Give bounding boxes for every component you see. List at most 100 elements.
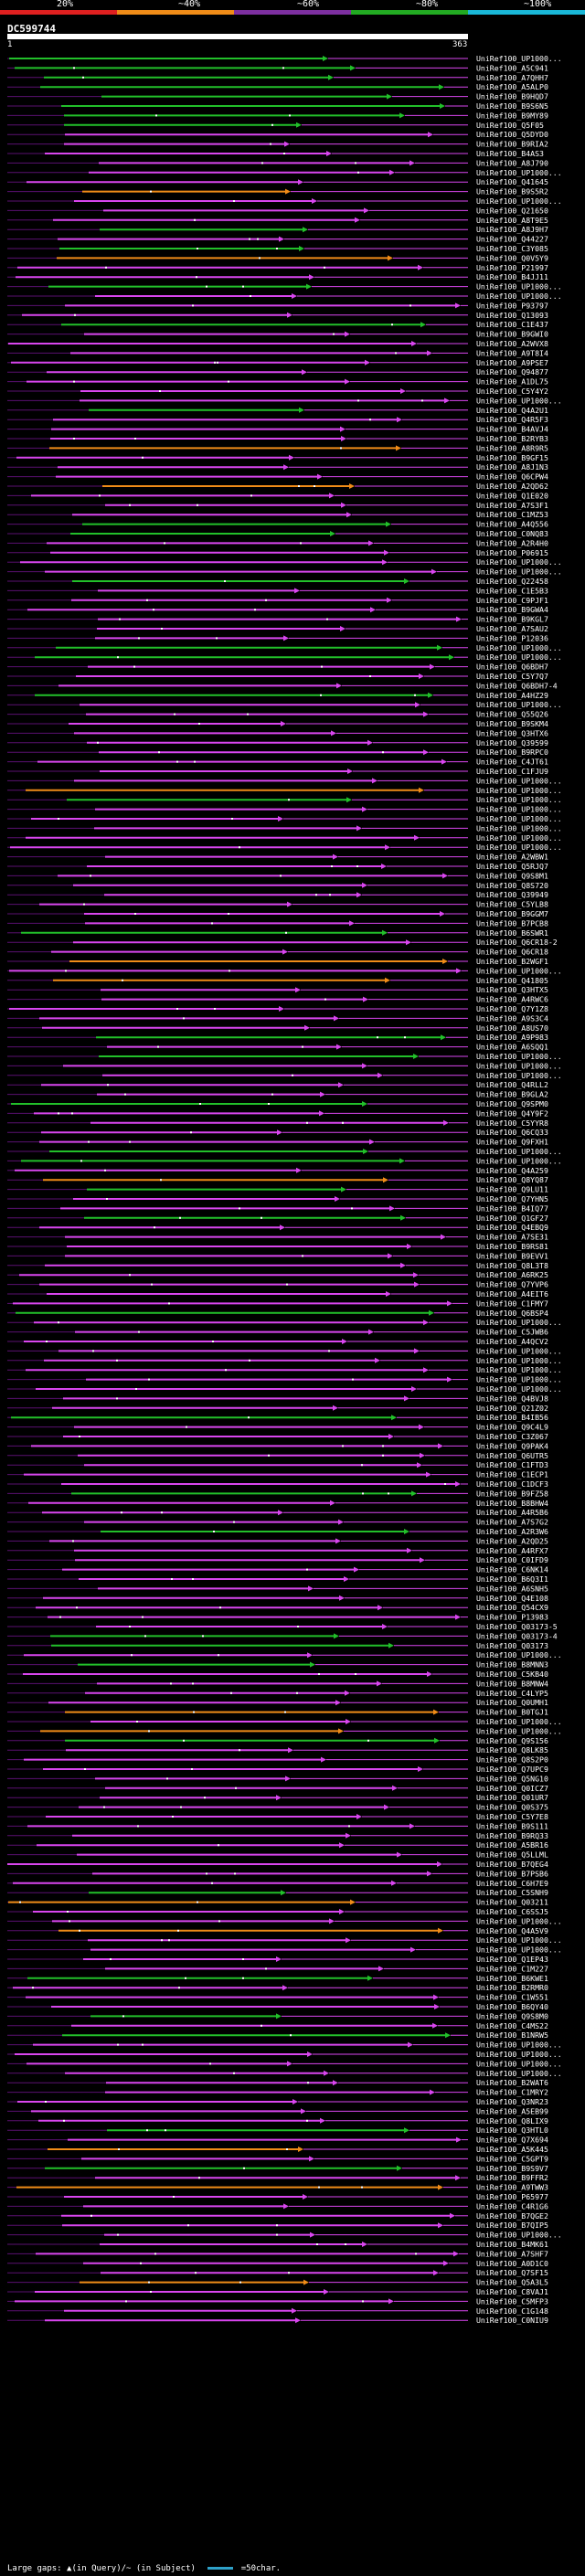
hit-label[interactable]: UniRef100_UP1000... xyxy=(476,396,562,405)
hit-label[interactable]: UniRef100_Q1GF27 xyxy=(476,1214,548,1223)
hit-label[interactable]: UniRef100_B6SWR1 xyxy=(476,928,548,938)
hit-label[interactable]: UniRef100_C1MZ53 xyxy=(476,510,548,519)
hit-label[interactable]: UniRef100_P21997 xyxy=(476,263,548,272)
hit-label[interactable]: UniRef100_Q6UTR5 xyxy=(476,1451,548,1460)
hit-label[interactable]: UniRef100_Q8LK85 xyxy=(476,1745,548,1754)
hit-label[interactable]: UniRef100_UP1000... xyxy=(476,1147,562,1156)
hit-label[interactable]: UniRef100_A2QD25 xyxy=(476,1536,548,1545)
hit-label[interactable]: UniRef100_UP1000... xyxy=(476,786,562,795)
hit-label[interactable]: UniRef100_B2WGF1 xyxy=(476,957,548,966)
hit-label[interactable]: UniRef100_B4IB56 xyxy=(476,1413,548,1422)
hit-label[interactable]: UniRef100_UP1000... xyxy=(476,1384,562,1394)
hit-label[interactable]: UniRef100_Q21Z02 xyxy=(476,1404,548,1413)
hit-label[interactable]: UniRef100_C1M227 xyxy=(476,1964,548,1973)
hit-label[interactable]: UniRef100_A4R5B6 xyxy=(476,1508,548,1517)
hit-label[interactable]: UniRef100_B9GLA2 xyxy=(476,1090,548,1099)
hit-label[interactable]: UniRef100_C4JT61 xyxy=(476,758,548,767)
hit-label[interactable]: UniRef100_C5JWB6 xyxy=(476,1328,548,1337)
hit-label[interactable]: UniRef100_Q3HTX6 xyxy=(476,728,548,737)
hit-label[interactable]: UniRef100_UP1000... xyxy=(476,1061,562,1070)
hit-label[interactable]: UniRef100_Q7SF15 xyxy=(476,2268,548,2277)
hit-label[interactable]: UniRef100_UP1000... xyxy=(476,652,562,662)
hit-label[interactable]: UniRef100_UP1000... xyxy=(476,1071,562,1080)
hit-label[interactable]: UniRef100_A2R3W6 xyxy=(476,1527,548,1536)
hit-label[interactable]: UniRef100_A4Q556 xyxy=(476,520,548,529)
hit-label[interactable]: UniRef100_Q5RJQ7 xyxy=(476,862,548,871)
hit-label[interactable]: UniRef100_C1W551 xyxy=(476,1993,548,2002)
hit-label[interactable]: UniRef100_UP1000... xyxy=(476,2041,562,2050)
hit-label[interactable]: UniRef100_Q4RLL2 xyxy=(476,1080,548,1089)
hit-label[interactable]: UniRef100_Q7YHN5 xyxy=(476,1194,548,1203)
hit-label[interactable]: UniRef100_A7QHH7 xyxy=(476,73,548,82)
hit-label[interactable]: UniRef100_Q5F05 xyxy=(476,121,544,130)
hit-label[interactable]: UniRef100_C1ECP1 xyxy=(476,1470,548,1479)
hit-label[interactable]: UniRef100_A7SAU2 xyxy=(476,624,548,633)
hit-label[interactable]: UniRef100_UP1000... xyxy=(476,805,562,814)
hit-label[interactable]: UniRef100_C3Y085 xyxy=(476,244,548,253)
hit-label[interactable]: UniRef100_A5EB99 xyxy=(476,2106,548,2115)
hit-label[interactable]: UniRef100_C6H7E9 xyxy=(476,1879,548,1888)
hit-label[interactable]: UniRef100_C4LYP5 xyxy=(476,1689,548,1698)
hit-label[interactable]: UniRef100_B7PSB6 xyxy=(476,1869,548,1878)
hit-label[interactable]: UniRef100_Q6BSP4 xyxy=(476,1309,548,1318)
hit-label[interactable]: UniRef100_Q13093 xyxy=(476,311,548,320)
hit-label[interactable]: UniRef100_Q8YQ87 xyxy=(476,1175,548,1184)
hit-label[interactable]: UniRef100_A2R4H0 xyxy=(476,538,548,547)
hit-label[interactable]: UniRef100_UP1000... xyxy=(476,823,562,832)
hit-label[interactable]: UniRef100_Q03173-5 xyxy=(476,1622,558,1631)
hit-label[interactable]: UniRef100_Q7UPC9 xyxy=(476,1765,548,1774)
hit-label[interactable]: UniRef100_A6RK25 xyxy=(476,1270,548,1279)
hit-label[interactable]: UniRef100_C6SSJ5 xyxy=(476,1907,548,1916)
hit-label[interactable]: UniRef100_UP1000... xyxy=(476,2059,562,2068)
hit-label[interactable]: UniRef100_C5Y7Q7 xyxy=(476,672,548,681)
hit-label[interactable]: UniRef100_B2RYB3 xyxy=(476,434,548,443)
hit-label[interactable]: UniRef100_C5Y7E8 xyxy=(476,1812,548,1821)
hit-label[interactable]: UniRef100_Q4A2U1 xyxy=(476,406,548,415)
hit-label[interactable]: UniRef100_B9FZ58 xyxy=(476,1489,548,1498)
hit-label[interactable]: UniRef100_UP1000... xyxy=(476,1650,562,1659)
hit-label[interactable]: UniRef100_Q3HTL0 xyxy=(476,2125,548,2135)
hit-label[interactable]: UniRef100_B0TGJ1 xyxy=(476,1708,548,1717)
hit-label[interactable]: UniRef100_B8MNW4 xyxy=(476,1679,548,1688)
hit-label[interactable]: UniRef100_Q5A3L5 xyxy=(476,2278,548,2287)
hit-label[interactable]: UniRef100_Q03211 xyxy=(476,1898,548,1907)
hit-label[interactable]: UniRef100_UP1000... xyxy=(476,1916,562,1925)
hit-label[interactable]: UniRef100_B9KGL7 xyxy=(476,615,548,624)
hit-label[interactable]: UniRef100_UP1000... xyxy=(476,1346,562,1355)
hit-label[interactable]: UniRef100_A4HZ29 xyxy=(476,691,548,700)
hit-label[interactable]: UniRef100_B4AS3 xyxy=(476,149,544,158)
hit-label[interactable]: UniRef100_B7PCB8 xyxy=(476,918,548,928)
hit-label[interactable]: UniRef100_Q9C4L9 xyxy=(476,1423,548,1432)
hit-label[interactable]: UniRef100_C9PJF1 xyxy=(476,596,548,605)
hit-label[interactable]: UniRef100_UP1000... xyxy=(476,966,562,975)
hit-label[interactable]: UniRef100_Q8S720 xyxy=(476,881,548,890)
hit-label[interactable]: UniRef100_Q4A259 xyxy=(476,1166,548,1175)
hit-label[interactable]: UniRef100_UP1000... xyxy=(476,843,562,852)
hit-label[interactable]: UniRef100_A7S7G2 xyxy=(476,1518,548,1527)
hit-label[interactable]: UniRef100_B9GWI0 xyxy=(476,330,548,339)
hit-label[interactable]: UniRef100_C1E437 xyxy=(476,320,548,329)
hit-label[interactable]: UniRef100_C6NK14 xyxy=(476,1565,548,1574)
hit-label[interactable]: UniRef100_Q4A5V9 xyxy=(476,1926,548,1935)
hit-label[interactable]: UniRef100_P12036 xyxy=(476,633,548,642)
hit-label[interactable]: UniRef100_UP1000... xyxy=(476,776,562,785)
hit-label[interactable]: UniRef100_UP1000... xyxy=(476,1318,562,1327)
hit-label[interactable]: UniRef100_UP1000... xyxy=(476,557,562,567)
hit-label[interactable]: UniRef100_A5ALP0 xyxy=(476,82,548,91)
hit-label[interactable]: UniRef100_Q7X694 xyxy=(476,2136,548,2145)
hit-label[interactable]: UniRef100_Q1E020 xyxy=(476,491,548,500)
hit-label[interactable]: UniRef100_Q03173-4 xyxy=(476,1631,558,1640)
hit-label[interactable]: UniRef100_UP1000... xyxy=(476,292,562,301)
hit-label[interactable]: UniRef100_P65977 xyxy=(476,2192,548,2201)
hit-label[interactable]: UniRef100_Q9S8M1 xyxy=(476,871,548,880)
hit-label[interactable]: UniRef100_Q6BDH7 xyxy=(476,663,548,672)
hit-label[interactable]: UniRef100_C5GPT9 xyxy=(476,2154,548,2163)
hit-label[interactable]: UniRef100_Q9SPM0 xyxy=(476,1099,548,1108)
hit-label[interactable]: UniRef100_A5BR16 xyxy=(476,1840,548,1850)
hit-label[interactable]: UniRef100_C5KB40 xyxy=(476,1670,548,1679)
hit-label[interactable]: UniRef100_C5MFP3 xyxy=(476,2296,548,2306)
hit-label[interactable]: UniRef100_UP1000... xyxy=(476,795,562,804)
hit-label[interactable]: UniRef100_Q54CX9 xyxy=(476,1603,548,1612)
hit-label[interactable]: UniRef100_Q0V5Y9 xyxy=(476,253,548,262)
hit-label[interactable]: UniRef100_C1DCF3 xyxy=(476,1479,548,1489)
